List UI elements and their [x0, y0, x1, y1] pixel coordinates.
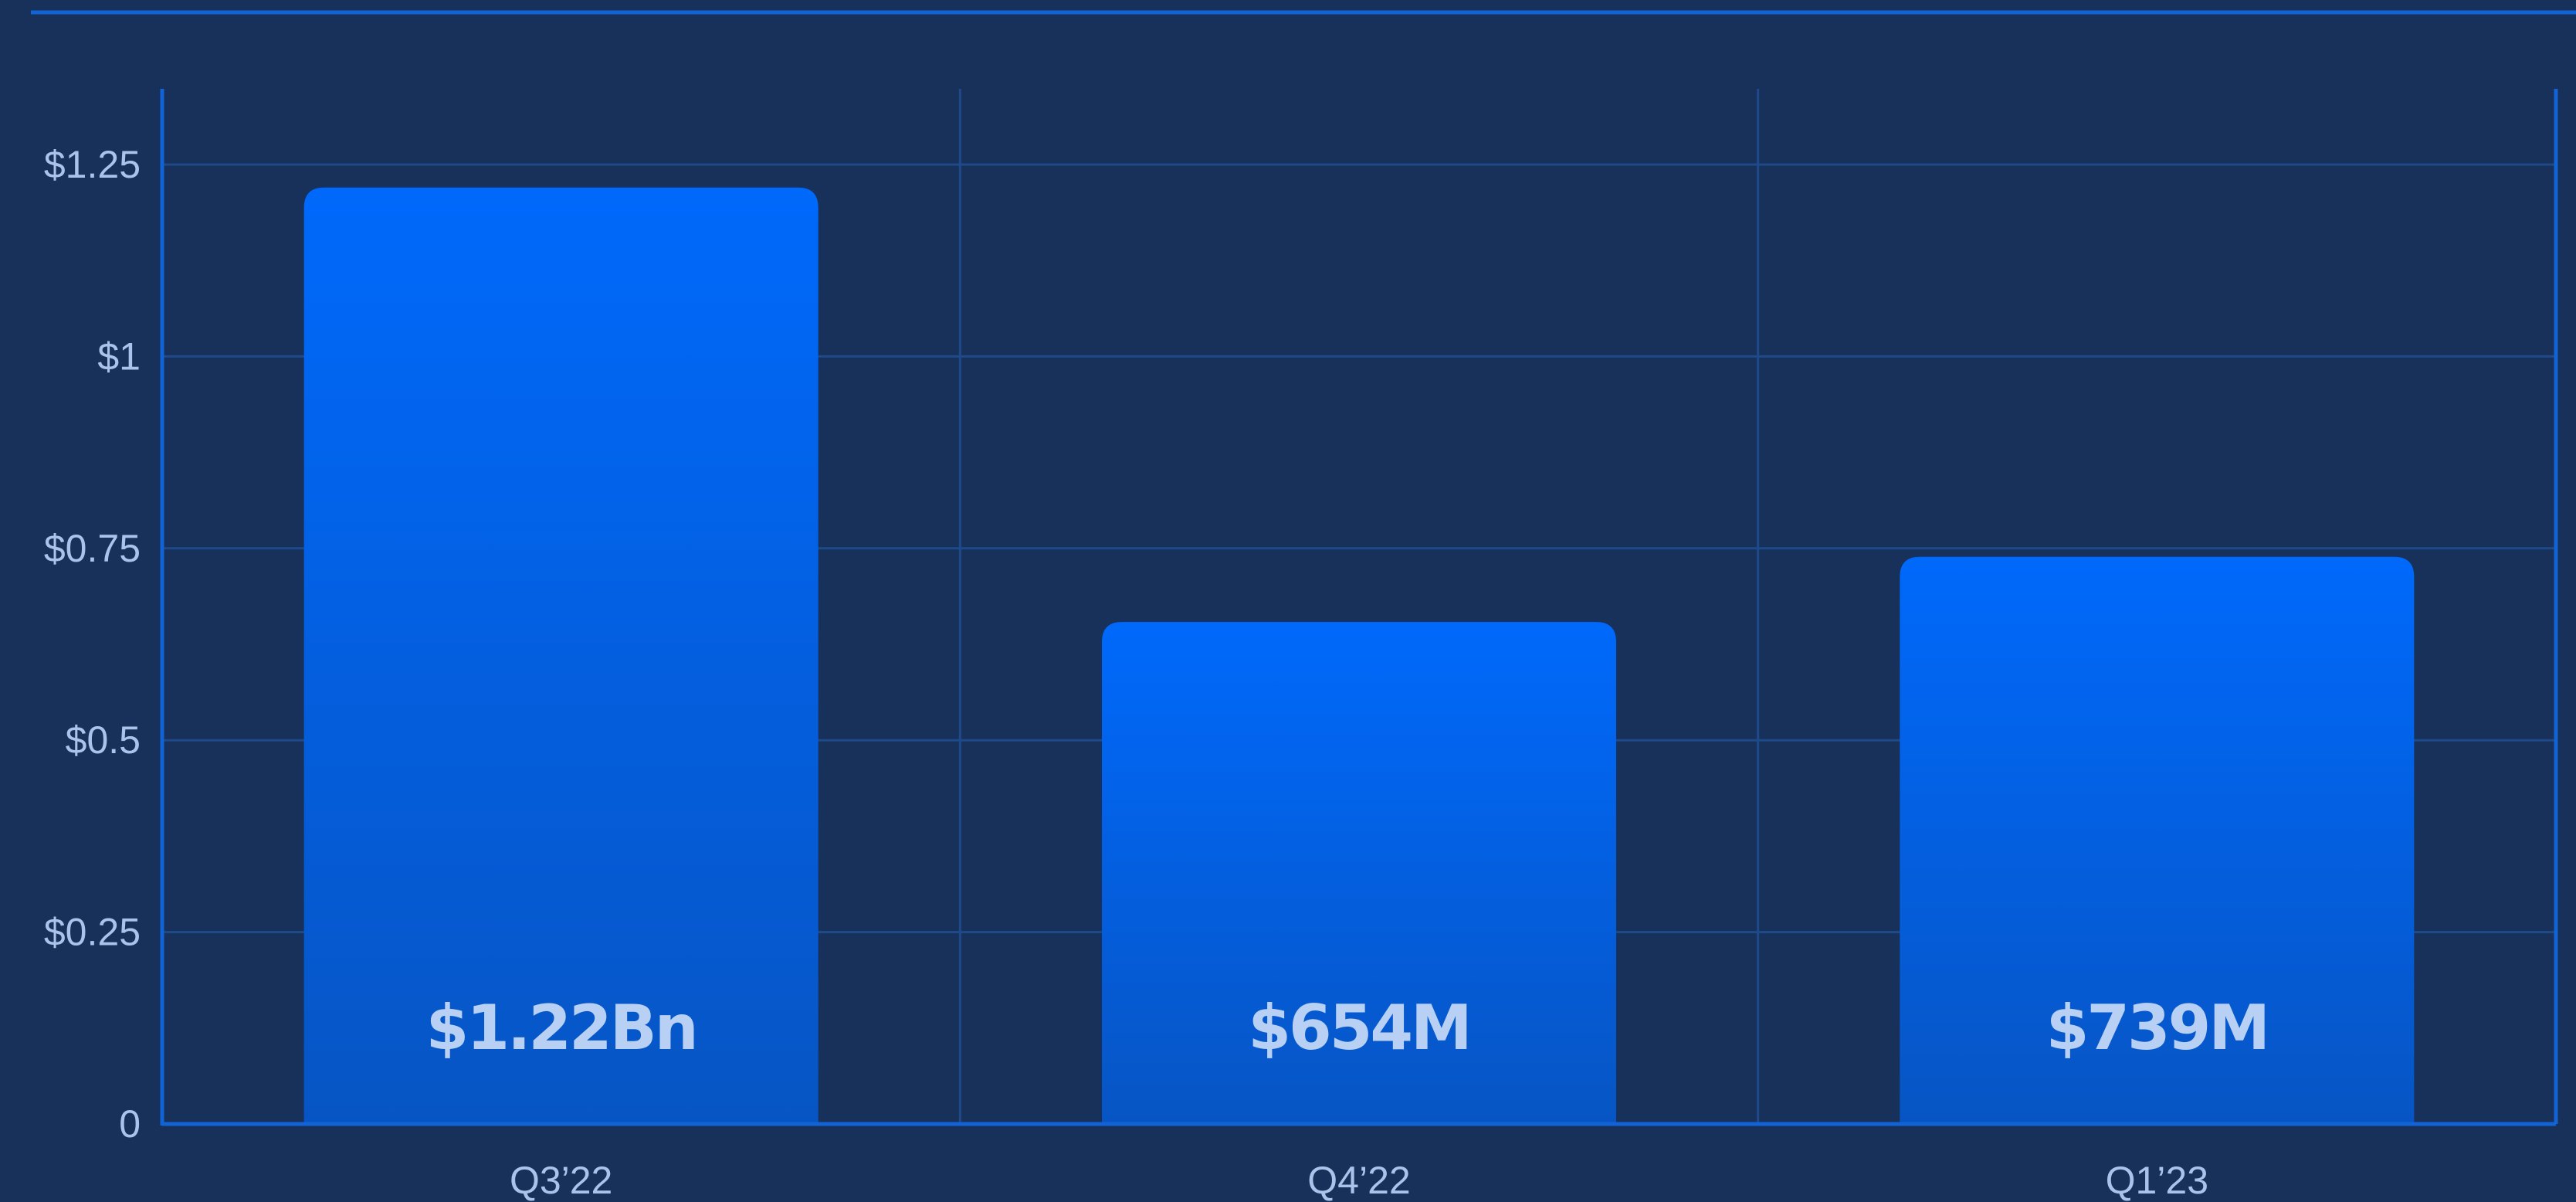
y-tick-label-5: $1.25: [44, 143, 141, 186]
x-tick-label-0: Q3’22: [510, 1159, 612, 1202]
y-tick-label-2: $0.5: [66, 718, 141, 762]
bar-value-label-0: $1.22Bn: [426, 992, 697, 1064]
y-tick-label-1: $0.25: [44, 911, 141, 954]
y-tick-label-4: $1: [97, 334, 141, 378]
y-tick-label-0: 0: [119, 1102, 141, 1146]
axes: [160, 89, 2558, 1126]
y-tick-label-3: $0.75: [44, 527, 141, 570]
labels: $1.22Bn Q3’22 $654M Q4’22 $739M Q1’23 0 $0.25 $0…: [44, 143, 2270, 1202]
bar-2: [1900, 556, 2415, 1124]
bars: [303, 187, 2415, 1125]
x-tick-label-1: Q4’22: [1307, 1159, 1410, 1202]
x-tick-label-2: Q1’23: [2106, 1159, 2208, 1202]
bar-1: [1102, 622, 1616, 1124]
bar-0: [303, 187, 819, 1125]
bar-value-label-1: $654M: [1248, 992, 1469, 1064]
bar-value-label-2: $739M: [2046, 992, 2268, 1064]
